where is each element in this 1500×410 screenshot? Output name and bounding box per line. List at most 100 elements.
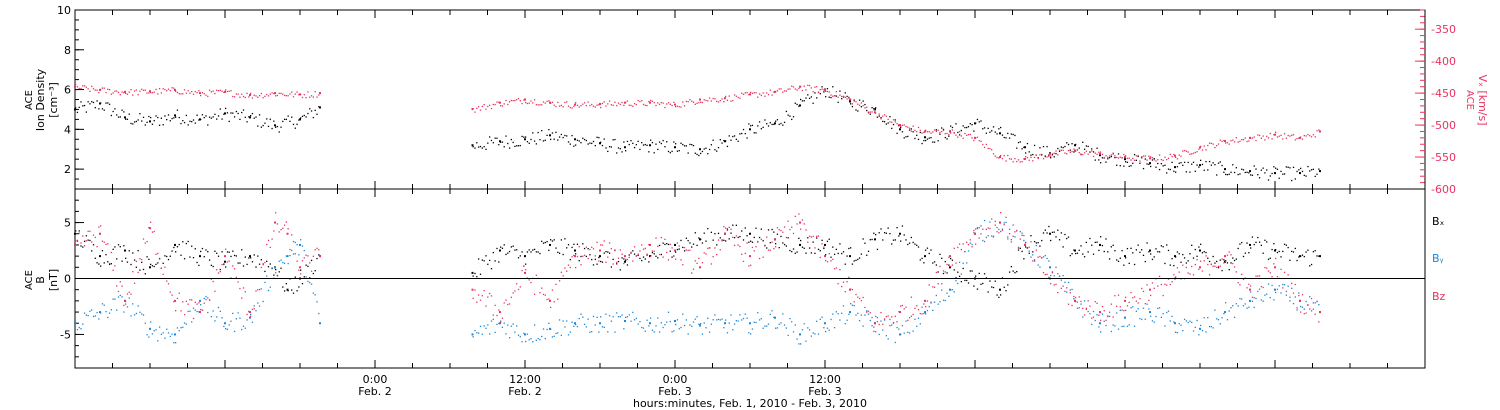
data-dot [892, 123, 895, 126]
data-dot [125, 118, 127, 120]
data-dot [573, 145, 575, 147]
vx-axis-label-line1: ACE [1464, 90, 1475, 110]
data-dot [316, 247, 318, 249]
data-dot [483, 260, 485, 262]
data-dot [519, 100, 521, 102]
data-dot [185, 92, 188, 94]
data-dot [989, 147, 991, 150]
data-dot [1173, 264, 1175, 267]
data-dot [1221, 317, 1223, 319]
data-dot [676, 242, 679, 244]
data-dot [666, 321, 668, 323]
data-point [1199, 146, 1201, 149]
data-dot [91, 85, 93, 87]
data-dot [603, 138, 605, 140]
data-dot [312, 116, 315, 119]
data-dot [91, 241, 93, 243]
data-dot [526, 251, 529, 253]
data-dot [1139, 160, 1141, 162]
data-dot [78, 232, 80, 234]
data-dot [675, 323, 677, 326]
data-dot [1007, 236, 1009, 238]
data-dot [176, 327, 179, 329]
data-dot [196, 303, 198, 305]
data-dot [1044, 155, 1046, 158]
data-dot [744, 227, 746, 229]
data-point [249, 311, 251, 314]
data-dot [189, 120, 191, 122]
data-dot [519, 144, 521, 147]
data-dot [539, 139, 541, 141]
data-dot [1010, 158, 1013, 160]
data-dot [941, 257, 943, 259]
data-dot [980, 225, 982, 227]
data-dot [553, 239, 555, 241]
data-dot [857, 312, 859, 315]
data-dot [1019, 238, 1021, 240]
data-point [674, 249, 676, 252]
data-dot [76, 86, 79, 88]
data-dot [310, 110, 313, 112]
data-dot [692, 243, 695, 245]
data-dot [1153, 158, 1155, 160]
data-dot [919, 259, 921, 261]
data-dot [914, 318, 916, 320]
data-dot [1303, 313, 1305, 315]
data-dot [251, 261, 254, 263]
data-dot [275, 95, 277, 97]
density-tick-label: 10 [57, 4, 71, 17]
data-dot [780, 322, 782, 324]
data-dot [619, 249, 621, 251]
data-dot [153, 265, 155, 268]
data-dot [823, 246, 825, 248]
data-dot [826, 261, 829, 263]
data-dot [816, 97, 818, 99]
data-dot [92, 234, 95, 236]
data-dot [737, 236, 739, 239]
data-dot [1187, 272, 1189, 274]
data-dot [662, 256, 664, 258]
data-dot [750, 125, 752, 127]
data-dot [1128, 165, 1130, 168]
data-dot [582, 137, 584, 139]
data-dot [1173, 274, 1175, 276]
data-dot [935, 264, 938, 266]
data-dot [1228, 268, 1230, 271]
data-dot [1048, 260, 1050, 262]
data-point [1249, 288, 1251, 291]
data-dot [826, 327, 829, 329]
data-dot [1123, 153, 1125, 156]
data-dot [192, 317, 195, 320]
data-dot [742, 260, 745, 263]
bottom-panel-data [74, 211, 1321, 345]
data-dot [203, 116, 205, 119]
data-dot [1216, 144, 1218, 147]
data-dot [700, 238, 702, 240]
data-dot [83, 85, 86, 87]
x-tick-label-date: Feb. 3 [808, 385, 841, 398]
data-point [274, 266, 276, 269]
data-point [499, 311, 501, 314]
data-dot [621, 257, 623, 259]
data-dot [794, 88, 796, 90]
data-dot [1196, 319, 1198, 322]
data-dot [1250, 137, 1252, 139]
data-dot [1133, 263, 1136, 266]
data-dot [130, 315, 132, 317]
data-dot [217, 255, 220, 257]
data-dot [150, 263, 152, 266]
data-dot [987, 291, 989, 293]
data-dot [187, 310, 189, 313]
data-dot [1196, 164, 1198, 166]
data-dot [717, 318, 720, 321]
data-dot [189, 92, 191, 94]
data-dot [912, 131, 914, 133]
data-dot [212, 90, 214, 92]
data-dot [1221, 258, 1223, 260]
data-dot [610, 320, 613, 322]
top-panel-frame [74, 9, 1426, 190]
data-dot [678, 106, 680, 108]
data-dot [1098, 249, 1100, 252]
data-dot [982, 239, 984, 242]
